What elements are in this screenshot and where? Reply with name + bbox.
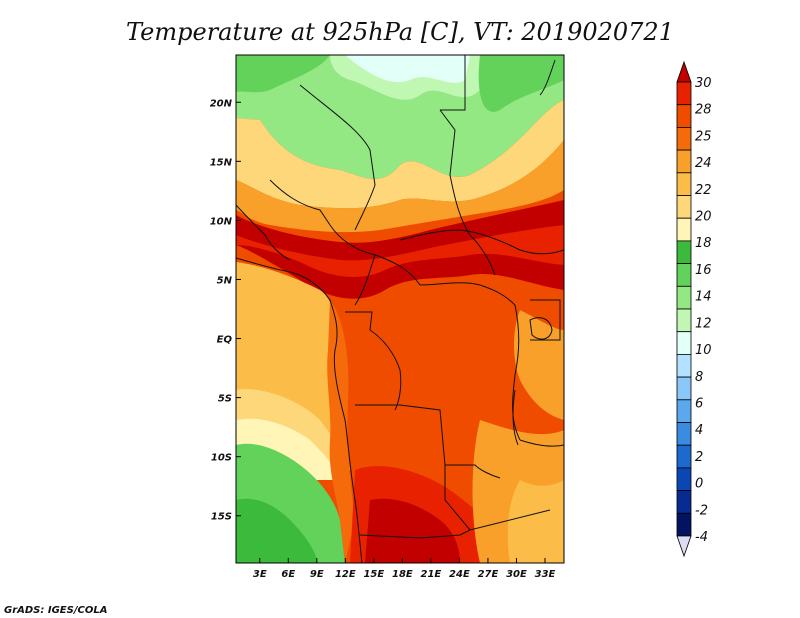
y-tick-label: 15S — [211, 512, 232, 523]
colorbar-tick-label: 16 — [695, 263, 712, 278]
credit-label: GrADS: IGES/COLA — [4, 605, 107, 616]
border-congo — [345, 311, 402, 411]
colorbar-swatch — [676, 490, 692, 514]
y-tick-label: 10N — [210, 216, 233, 227]
colorbar-swatch — [676, 353, 692, 378]
colorbar-tick-label: -2 — [695, 503, 708, 518]
field-north-darkgreen — [236, 55, 330, 93]
colorbar-tick-label: 25 — [695, 129, 712, 144]
colorbar-swatch — [676, 376, 692, 401]
border-libya-egypt — [440, 55, 466, 111]
colorbar-swatch — [676, 444, 692, 469]
colorbar-tick-label: 20 — [695, 210, 712, 225]
colorbar-swatch — [676, 399, 692, 423]
colorbar-swatch — [676, 81, 692, 106]
y-tick-label: 5N — [217, 275, 233, 286]
colorbar-tick-label: 4 — [695, 423, 703, 438]
border-tanzania — [519, 439, 564, 447]
colorbar-swatch — [676, 512, 692, 537]
x-tick-label: 9E — [310, 569, 324, 580]
x-tick-label: 3E — [253, 569, 267, 580]
border-niger-chad — [299, 84, 376, 231]
colorbar-swatch — [676, 172, 692, 196]
border-uganda — [530, 299, 561, 341]
colorbar-swatch — [676, 149, 692, 174]
colorbar-tick-label: 12 — [695, 316, 712, 331]
colorbar-swatch — [676, 285, 692, 310]
border-cameroon — [329, 224, 376, 306]
chart-title: Temperature at 925hPa [C], VT: 201902072… — [126, 18, 674, 46]
colorbar-tick-label: 8 — [695, 370, 703, 385]
colorbar-swatch — [676, 331, 692, 355]
colorbar-tick-label: 0 — [695, 477, 703, 492]
colorbar-tick-label: 6 — [695, 396, 703, 411]
field-north-cyan — [345, 55, 470, 83]
border-sudan-south — [399, 229, 564, 255]
coastline-west — [236, 257, 363, 563]
colorbar-tick-label: 24 — [695, 156, 712, 171]
border-car — [374, 254, 516, 306]
colorbar-tick-label: 2 — [695, 450, 703, 465]
colorbar-tick-label: 18 — [695, 236, 712, 251]
x-tick-label: 12E — [335, 569, 356, 580]
colorbar-swatch — [676, 127, 692, 151]
colorbar-swatch — [676, 422, 692, 446]
y-tick-label: 20N — [210, 98, 233, 109]
border-west-africa — [236, 204, 291, 261]
y-tick-label: 15N — [210, 157, 233, 168]
y-tick-label: EQ — [217, 335, 233, 346]
colorbar-tick-label: -4 — [695, 530, 708, 545]
colorbar-swatch — [676, 308, 692, 333]
border-chad-sudan — [439, 109, 496, 276]
y-tick-label: 10S — [211, 453, 232, 464]
colorbar-swatch — [676, 195, 692, 219]
colorbar-swatch — [676, 467, 692, 491]
field-se-yellow — [507, 480, 564, 563]
x-tick-label: 15E — [363, 569, 384, 580]
colorbar-tick-label: 30 — [695, 76, 712, 91]
temperature-field — [236, 55, 564, 563]
colorbar-tick-label: 28 — [695, 103, 712, 118]
field-sahel-yellow — [236, 100, 564, 209]
x-tick-label: 18E — [392, 569, 413, 580]
plot-frame — [235, 54, 565, 564]
field-east-orange — [514, 310, 564, 420]
colorbar-tick-label: 22 — [695, 183, 712, 198]
colorbar-tick-label: 14 — [695, 290, 712, 305]
y-axis: 20N 15N 10N 5N EQ 5S 10S 15S — [210, 98, 241, 523]
colorbar-tick-label: 10 — [695, 343, 712, 358]
field-south-hotter — [365, 498, 460, 563]
x-axis: 3E 6E 9E 12E 15E 18E 21E 24E 27E 30E 33E — [253, 558, 556, 580]
x-tick-label: 6E — [281, 569, 295, 580]
field-sw-darkgreen — [236, 498, 318, 563]
field-ne-green — [478, 55, 564, 112]
y-tick-label: 5S — [218, 394, 232, 405]
field-hot-band-inner — [236, 225, 564, 277]
country-borders — [236, 55, 564, 563]
border-namibia — [359, 529, 471, 539]
x-tick-label: 27E — [478, 569, 499, 580]
colorbar-swatch — [676, 240, 692, 264]
lake-victoria — [529, 317, 553, 340]
coastline-east — [539, 59, 556, 96]
colorbar-swatch — [676, 263, 692, 287]
border-nigeria — [269, 179, 331, 226]
lake-tanganyika — [512, 389, 519, 446]
colorbar-top-arrow — [676, 60, 692, 83]
colorbar-swatch — [676, 217, 692, 242]
x-tick-label: 30E — [506, 569, 527, 580]
x-tick-label: 24E — [449, 569, 470, 580]
field-hot-band — [236, 200, 564, 299]
border-drc-east — [512, 304, 521, 441]
colorbar-swatch — [676, 104, 692, 128]
border-zambia — [444, 465, 551, 531]
border-drc-angola — [355, 404, 501, 479]
colorbar-bottom-arrow — [676, 535, 692, 558]
x-tick-label: 21E — [421, 569, 442, 580]
x-tick-label: 33E — [535, 569, 556, 580]
